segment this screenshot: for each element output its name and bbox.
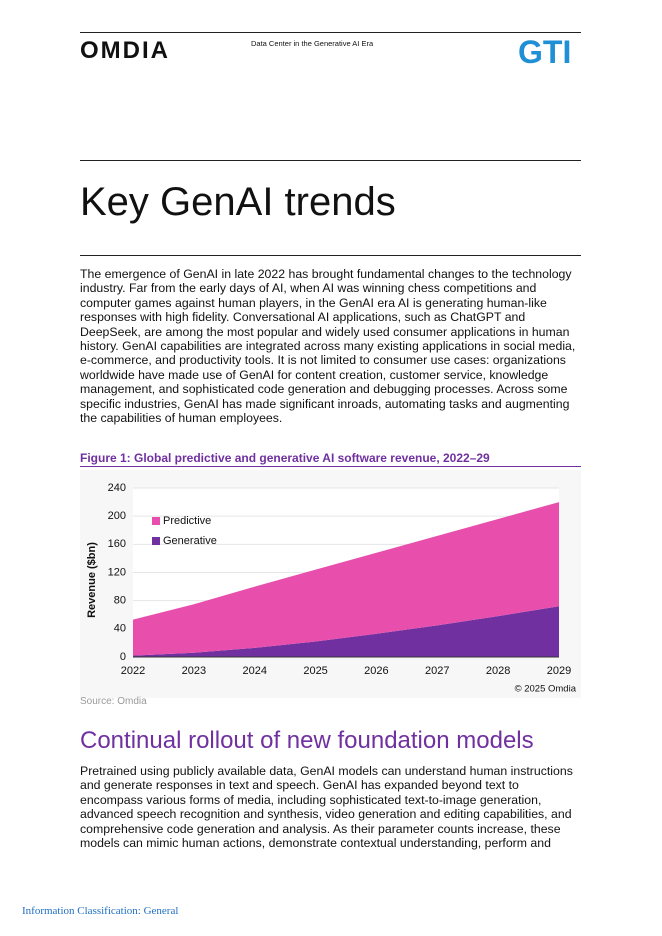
y-tick-label: 240 <box>108 482 126 494</box>
legend-swatch <box>152 537 160 545</box>
title-rule <box>80 255 581 256</box>
figure-caption: Figure 1: Global predictive and generati… <box>80 451 490 465</box>
legend-label: Generative <box>163 535 217 547</box>
section-title: Key GenAI trends <box>80 180 396 224</box>
area <box>133 606 559 657</box>
area <box>133 502 559 656</box>
x-tick-label: 2027 <box>425 665 449 677</box>
y-tick-label: 40 <box>114 623 126 635</box>
section-heading: Continual rollout of new foundation mode… <box>80 727 534 754</box>
section-paragraph: Pretrained using publicly available data… <box>80 764 573 851</box>
footer-classification: Information Classification: General <box>22 905 179 917</box>
chart: Revenue ($bn) © 2025 Omdia 0 40 80 120 160 20… <box>80 470 581 698</box>
x-tick-label: 2025 <box>303 665 327 677</box>
doc-title: Data Center in the Generative AI Era <box>251 39 374 48</box>
y-tick-label: 200 <box>108 510 126 522</box>
header-rule <box>80 32 581 33</box>
omdia-logo: OMDIA <box>80 37 170 64</box>
y-tick-label: 0 <box>120 651 126 663</box>
y-tick-label: 160 <box>108 538 126 550</box>
x-tick-label: 2028 <box>486 665 510 677</box>
y-axis-label: Revenue ($bn) <box>86 542 98 618</box>
intro-paragraph: The emergence of GenAI in late 2022 has … <box>80 267 576 426</box>
title-rule <box>80 160 581 161</box>
legend-swatch <box>152 517 160 525</box>
x-tick-label: 2029 <box>547 665 571 677</box>
legend-label: Predictive <box>163 515 211 527</box>
chart-credit: © 2025 Omdia <box>515 684 577 695</box>
figure-source: Source: Omdia <box>80 696 147 707</box>
x-tick-label: 2024 <box>242 665 266 677</box>
caption-rule <box>80 466 581 467</box>
y-tick-label: 120 <box>108 566 126 578</box>
gti-logo: GTI <box>518 34 572 70</box>
y-tick-label: 80 <box>114 595 126 607</box>
x-tick-label: 2023 <box>182 665 206 677</box>
x-tick-label: 2026 <box>364 665 388 677</box>
x-tick-label: 2022 <box>121 665 145 677</box>
